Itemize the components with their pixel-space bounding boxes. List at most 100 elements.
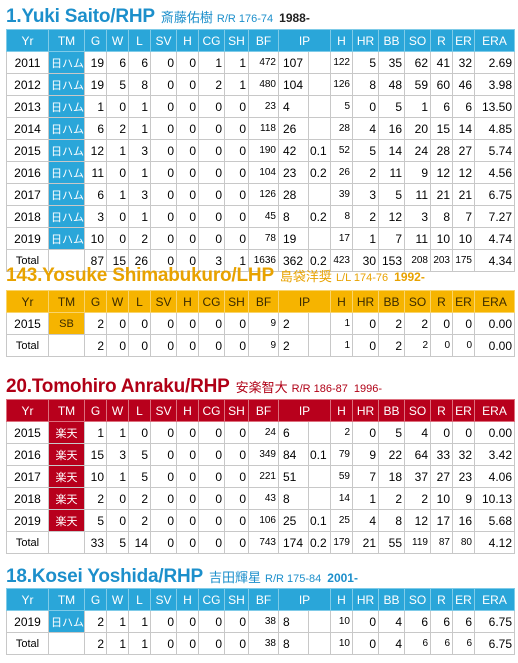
cell-games: 11: [84, 161, 107, 184]
cell-shutouts: 0: [224, 95, 249, 118]
cell-holds: 0: [176, 312, 199, 335]
cell-innings: 42: [278, 139, 309, 162]
cell-walks: 4: [378, 610, 405, 633]
cell-holds: 0: [176, 117, 199, 140]
cell-innings-fraction: [308, 117, 331, 140]
cell-hits: 423: [330, 249, 353, 272]
column-header-earned-runs: ER: [452, 588, 475, 611]
cell-strikeouts: 11: [404, 227, 431, 250]
column-header-complete-games: CG: [198, 399, 225, 422]
column-header-team: TM: [48, 588, 85, 611]
column-header-strikeouts: SO: [404, 290, 431, 313]
cell-losses: 5: [128, 443, 151, 466]
column-header-year: Yr: [6, 290, 49, 313]
cell-era: 7.27: [474, 205, 515, 228]
cell-strikeouts: 59: [404, 73, 431, 96]
cell-batters-faced: 190: [248, 139, 279, 162]
cell-holds: 0: [176, 161, 199, 184]
cell-losses: 2: [128, 227, 151, 250]
cell-shutouts: 0: [224, 227, 249, 250]
column-header-holds: H: [176, 399, 199, 422]
cell-runs: 15: [430, 117, 453, 140]
player-born: 1992-: [394, 270, 425, 284]
cell-era: 5.68: [474, 509, 515, 532]
column-header-shutouts: SH: [224, 588, 249, 611]
cell-batters-faced: 78: [248, 227, 279, 250]
header-row: Yr TM G W L SV H CG SH BF IP H HR BB SO R ER ERA: [6, 290, 515, 313]
cell-holds: 0: [176, 334, 199, 357]
player-born: 2001-: [327, 571, 358, 585]
cell-earned-runs: 7: [452, 205, 475, 228]
cell-wins: 1: [106, 421, 129, 444]
cell-team: 日ハム: [48, 205, 85, 228]
column-header-era: ERA: [474, 290, 515, 313]
cell-strikeouts: 6: [404, 632, 431, 655]
column-header-home-runs: HR: [352, 399, 379, 422]
cell-shutouts: 0: [224, 487, 249, 510]
player-name: 143.Yosuke Shimabukuro/LHP: [6, 265, 274, 286]
cell-strikeouts: 2: [404, 334, 431, 357]
cell-hits: 1: [330, 334, 353, 357]
stats-row: 2011 日ハム 19 6 6 0 0 1 1 472 107 122 5 35 62 41 32 2.69: [6, 51, 515, 74]
cell-batters-faced: 743: [248, 531, 279, 554]
cell-innings-fraction: [308, 51, 331, 74]
cell-shutouts: 0: [224, 312, 249, 335]
cell-hits: 79: [330, 443, 353, 466]
cell-losses: 26: [128, 249, 151, 272]
cell-home-runs: 0: [352, 334, 379, 357]
column-header-era: ERA: [474, 588, 515, 611]
cell-walks: 8: [378, 509, 405, 532]
cell-innings: 19: [278, 227, 309, 250]
cell-holds: 0: [176, 465, 199, 488]
cell-losses: 1: [128, 610, 151, 633]
cell-innings-fraction: [308, 465, 331, 488]
cell-losses: 1: [128, 95, 151, 118]
cell-innings: 26: [278, 117, 309, 140]
cell-wins: 1: [106, 139, 129, 162]
cell-earned-runs: 80: [452, 531, 475, 554]
cell-year: 2018: [6, 487, 49, 510]
player-kanji: 島袋洋奨: [279, 269, 332, 284]
cell-year: 2013: [6, 95, 49, 118]
cell-wins: 0: [106, 312, 129, 335]
column-header-walks: BB: [378, 588, 405, 611]
cell-walks: 5: [378, 421, 405, 444]
player-born: 1988-: [279, 11, 310, 25]
cell-home-runs: 0: [352, 421, 379, 444]
cell-saves: 0: [150, 632, 177, 655]
player-name: 1.Yuki Saito/RHP: [6, 6, 155, 27]
cell-earned-runs: 175: [452, 249, 475, 272]
cell-earned-runs: 6: [452, 95, 475, 118]
cell-wins: 3: [106, 443, 129, 466]
cell-batters-faced: 24: [248, 421, 279, 444]
cell-year: 2016: [6, 161, 49, 184]
cell-innings-fraction: [308, 421, 331, 444]
cell-innings-fraction: 0.1: [308, 443, 331, 466]
column-header-batters-faced: BF: [248, 399, 279, 422]
cell-holds: 0: [176, 205, 199, 228]
cell-era: 6.75: [474, 183, 515, 206]
cell-innings: 6: [278, 421, 309, 444]
cell-earned-runs: 32: [452, 443, 475, 466]
cell-era: 4.06: [474, 465, 515, 488]
cell-year: 2012: [6, 73, 49, 96]
player-kanji: 安楽智大: [235, 380, 288, 395]
cell-innings: 84: [278, 443, 309, 466]
cell-games: 33: [84, 531, 107, 554]
cell-strikeouts: 4: [404, 421, 431, 444]
column-header-wins: W: [106, 290, 129, 313]
cell-games: 2: [84, 334, 107, 357]
cell-home-runs: 1: [352, 227, 379, 250]
cell-team: [48, 632, 85, 655]
cell-innings-fraction: [308, 73, 331, 96]
cell-runs: 17: [430, 509, 453, 532]
column-header-wins: W: [106, 399, 129, 422]
cell-hits: 14: [330, 487, 353, 510]
cell-home-runs: 8: [352, 73, 379, 96]
cell-era: 4.56: [474, 161, 515, 184]
player-title: 20.Tomohiro Anraku/RHP 安楽智大 R/R 186-87 1996…: [6, 376, 382, 398]
cell-runs: 8: [430, 205, 453, 228]
column-header-era: ERA: [474, 399, 515, 422]
cell-batters-faced: 126: [248, 183, 279, 206]
cell-batters-faced: 106: [248, 509, 279, 532]
